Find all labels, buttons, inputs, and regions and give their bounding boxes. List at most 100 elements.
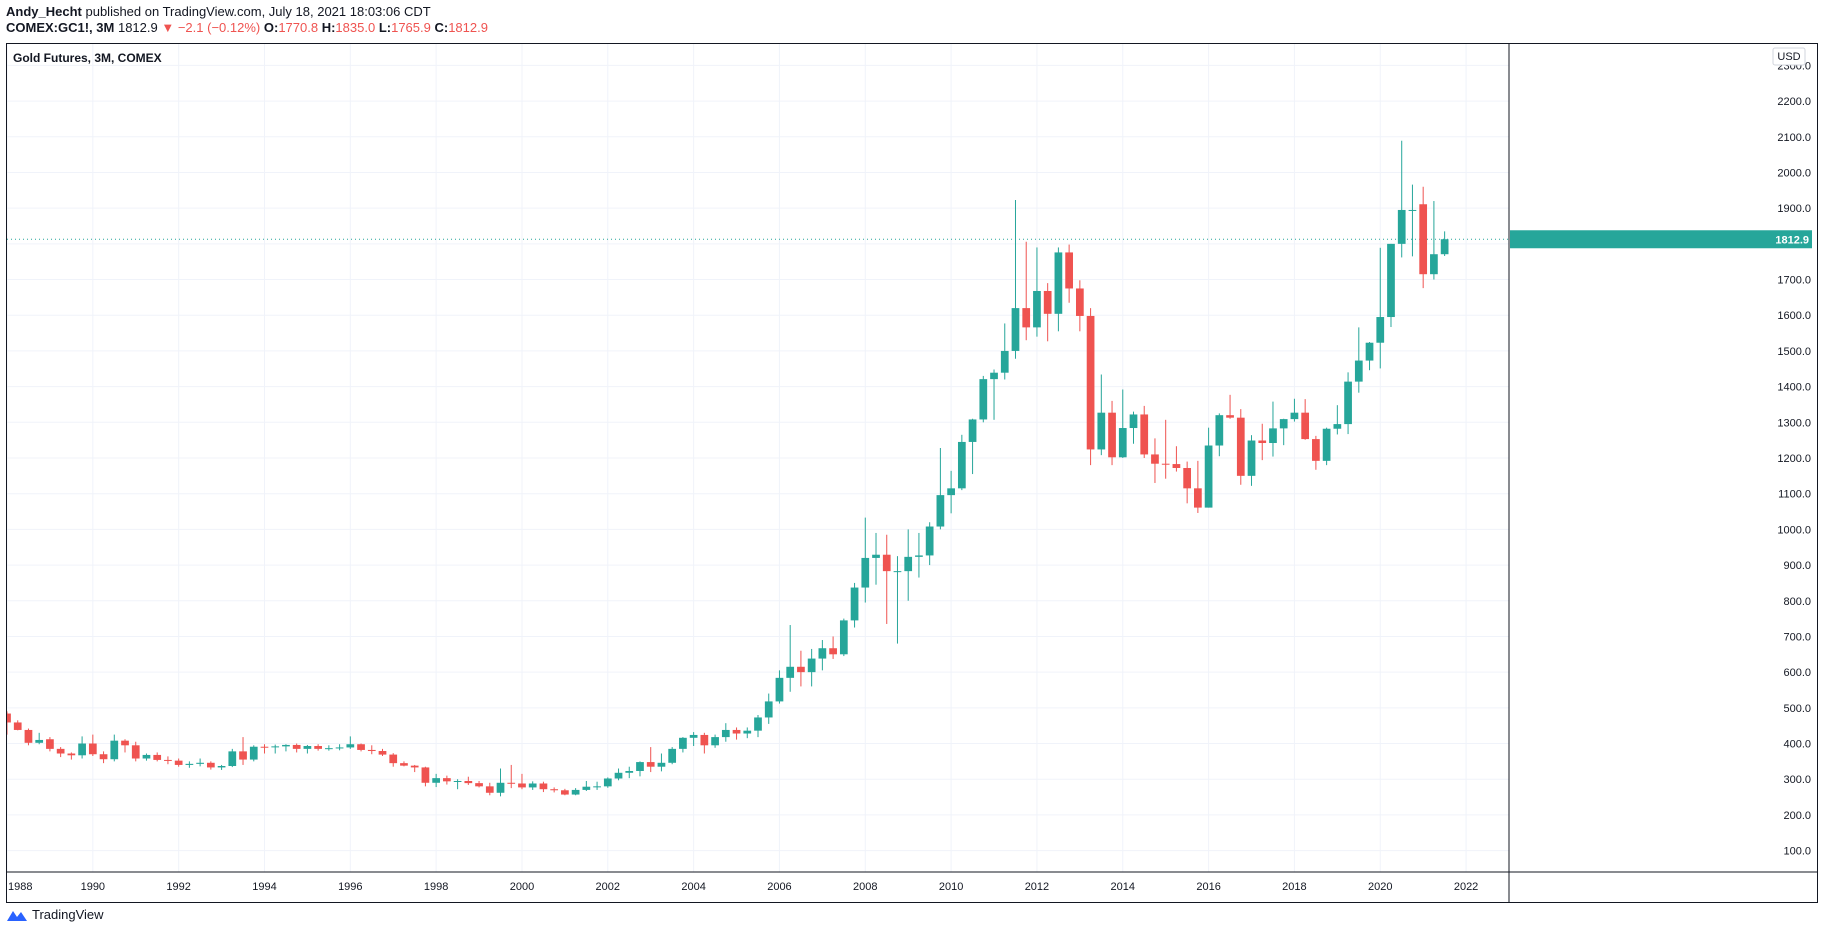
candle-body xyxy=(1172,464,1181,468)
candle-body xyxy=(957,441,966,489)
candle-body xyxy=(1440,239,1449,255)
low-value: 1765.9 xyxy=(391,20,431,35)
currency-badge[interactable]: USD xyxy=(1772,47,1806,66)
candles-group xyxy=(7,140,1449,797)
price-change: ▼ −2.1 (−0.12%) xyxy=(161,20,261,35)
x-tick-label: 1990 xyxy=(81,881,105,893)
candle-body xyxy=(174,760,183,765)
candle-body xyxy=(839,620,848,655)
candle-body xyxy=(35,739,44,743)
candle-body xyxy=(646,762,655,767)
x-tick-label: 2022 xyxy=(1454,881,1478,893)
footer-brand[interactable]: TradingView xyxy=(6,907,104,922)
candle-body xyxy=(979,379,988,420)
open-label: O: xyxy=(263,20,279,35)
candle-body xyxy=(260,746,269,748)
candle-body xyxy=(1183,467,1192,489)
candle-body xyxy=(1365,342,1374,361)
candle-body xyxy=(1204,445,1213,508)
x-tick-label: 1996 xyxy=(338,881,362,893)
candle-body xyxy=(1215,415,1224,446)
close-value: 1812.9 xyxy=(448,20,488,35)
candle-body xyxy=(443,778,451,782)
candle-body xyxy=(636,762,644,771)
y-tick-label: 300.0 xyxy=(1783,774,1811,786)
candle-body xyxy=(1033,290,1041,328)
candle-body xyxy=(1247,440,1256,476)
candle-body xyxy=(1118,428,1127,458)
candle-body xyxy=(797,666,805,673)
candle-body xyxy=(925,526,934,556)
candle-body xyxy=(775,677,784,702)
close-label: C: xyxy=(434,20,449,35)
candle-body xyxy=(1161,463,1170,465)
candle-body xyxy=(1075,288,1084,316)
candle-body xyxy=(46,739,54,749)
candle-body xyxy=(400,763,408,766)
candle-body xyxy=(1097,412,1106,450)
candle-body xyxy=(893,571,902,573)
candle-body xyxy=(13,722,22,730)
candle-body xyxy=(1236,417,1245,476)
currency-label: USD xyxy=(1777,51,1800,63)
candle-body xyxy=(829,648,837,655)
candle-body xyxy=(1301,412,1310,440)
candle-body xyxy=(528,783,537,788)
candle-body xyxy=(850,587,859,621)
candle-body xyxy=(1322,428,1331,461)
x-tick-label: 2008 xyxy=(853,881,877,893)
candle-body xyxy=(67,753,76,756)
symbol-legend: COMEX:GC1!, 3M 1812.9 ▼ −2.1 (−0.12%) O:… xyxy=(6,20,488,36)
y-tick-label: 1000.0 xyxy=(1777,524,1811,536)
high-label: H: xyxy=(321,20,336,35)
high-value: 1835.0 xyxy=(335,20,376,35)
candle-body xyxy=(947,488,955,496)
candle-body xyxy=(1312,439,1320,461)
y-tick-label: 500.0 xyxy=(1783,703,1811,715)
candle-body xyxy=(367,749,376,752)
time-axis[interactable]: 1988 1990 1992 1994 1996 1998 2000 2002 2004 2006… xyxy=(8,881,1478,893)
publish-info: Andy_Hecht published on TradingView.com,… xyxy=(6,4,488,20)
candle-body xyxy=(335,747,344,749)
candle-body xyxy=(1140,414,1149,455)
candle-body xyxy=(24,729,33,743)
y-tick-label: 2000.0 xyxy=(1777,167,1811,179)
x-tick-label: 1988 xyxy=(8,881,32,893)
y-tick-label: 1200.0 xyxy=(1777,453,1811,465)
publisher-name[interactable]: Andy_Hecht xyxy=(6,4,82,19)
candle-body xyxy=(153,754,162,760)
y-tick-label: 100.0 xyxy=(1783,846,1811,858)
chart-pane[interactable]: 100.0 200.0 300.0 400.0 500.0 600.0 700.0 800.0… xyxy=(6,43,1818,903)
published-text: published on TradingView.com, July 18, 2… xyxy=(85,4,431,19)
x-tick-label: 1994 xyxy=(252,881,276,893)
candle-body xyxy=(453,780,462,782)
candle-body xyxy=(1043,290,1052,314)
candle-body xyxy=(1344,381,1352,425)
y-tick-label: 1300.0 xyxy=(1777,417,1811,429)
candle-body xyxy=(550,789,559,791)
candle-body xyxy=(1054,252,1063,314)
open-value: 1770.8 xyxy=(278,20,319,35)
tradingview-logo-icon xyxy=(7,910,27,921)
candle-body xyxy=(282,744,290,747)
candle-body xyxy=(593,786,601,788)
candle-body xyxy=(721,729,730,738)
candlestick-chart[interactable]: 100.0 200.0 300.0 400.0 500.0 600.0 700.0 800.0… xyxy=(7,44,1817,902)
candle-body xyxy=(1376,317,1385,343)
candle-body xyxy=(689,734,698,738)
candle-body xyxy=(711,737,719,746)
candle-body xyxy=(378,751,387,755)
candle-body xyxy=(743,730,752,734)
candle-body xyxy=(432,778,441,783)
candle-body xyxy=(475,783,483,787)
symbol-label[interactable]: COMEX:GC1!, 3M xyxy=(6,20,115,35)
brand-name: TradingView xyxy=(32,907,104,922)
candle-body xyxy=(990,372,998,380)
candle-body xyxy=(732,729,741,734)
candle-body xyxy=(1279,419,1288,429)
candle-body xyxy=(539,783,548,790)
candle-body xyxy=(700,734,709,746)
price-axis[interactable]: 100.0 200.0 300.0 400.0 500.0 600.0 700.0 800.0… xyxy=(1777,60,1811,857)
candle-body xyxy=(582,786,591,790)
candle-body xyxy=(196,762,204,764)
